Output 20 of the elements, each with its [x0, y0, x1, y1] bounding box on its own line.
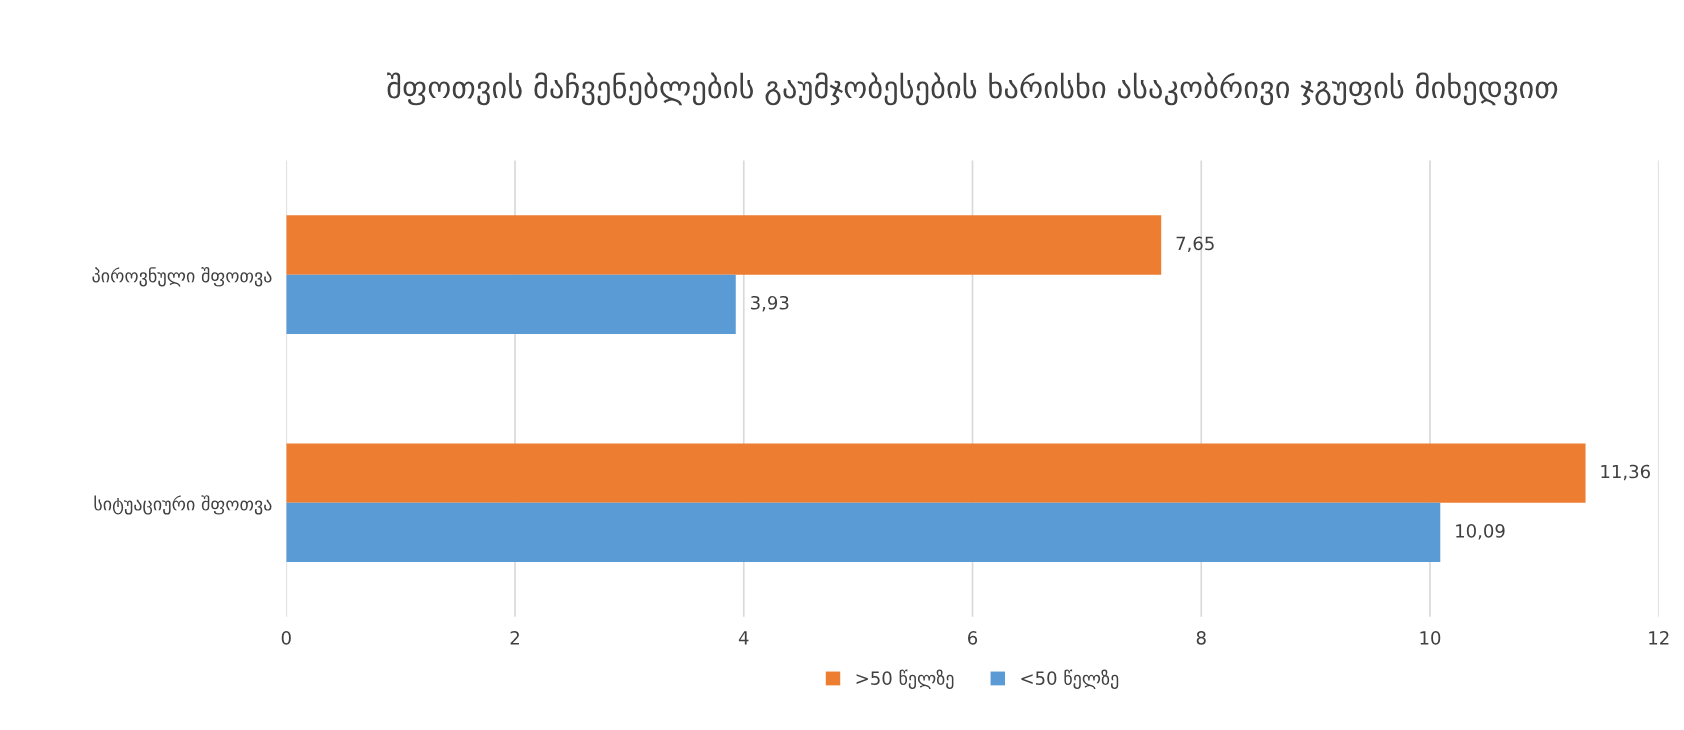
bar — [286, 274, 736, 334]
chart-title: შფოთვის მაჩვენებლების გაუმჯობესების ხარისხი ასაკობრივი ჯგუფის მიხედვით — [387, 72, 1558, 106]
x-tick-label: 4 — [738, 631, 749, 645]
y-tick-label: სიტუაციური შფოთვა — [94, 495, 272, 515]
data-label: 7,65 — [1176, 236, 1214, 253]
data-label: 11,36 — [1601, 464, 1650, 481]
bar — [286, 443, 1586, 503]
data-label: 3,93 — [751, 295, 789, 312]
y-tick-label: პიროვნული შფოთვა — [92, 267, 272, 287]
data-label: 10,09 — [1456, 524, 1505, 540]
x-tick-label: 2 — [510, 631, 519, 645]
legend-label: <50 წელზე — [1021, 669, 1119, 689]
x-tick-label: 10 — [1420, 631, 1441, 645]
bar — [286, 502, 1441, 563]
x-tick-label: 6 — [968, 631, 978, 645]
legend-label: >50 წელზე — [856, 669, 954, 689]
x-tick-label: 8 — [1196, 631, 1206, 645]
x-tick-label: 12 — [1649, 631, 1669, 645]
bar — [286, 215, 1162, 275]
x-tick-label: 0 — [281, 631, 291, 645]
